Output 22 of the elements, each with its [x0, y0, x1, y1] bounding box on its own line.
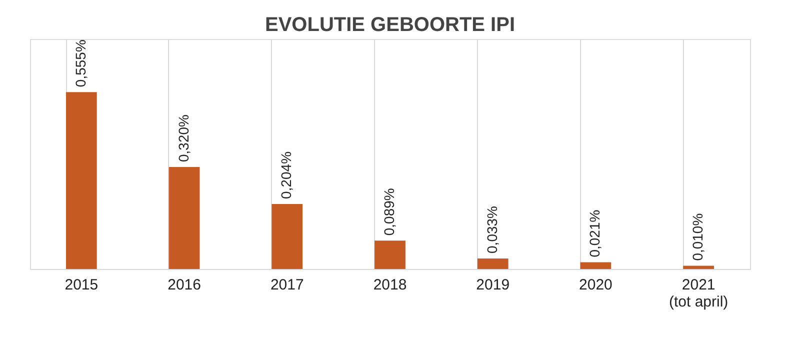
data-label: 0,204% — [278, 151, 294, 199]
x-tick-label: 2021 (tot april) — [668, 276, 728, 310]
bar — [374, 240, 406, 269]
x-tick-label: 2016 — [168, 276, 201, 294]
bar — [477, 258, 508, 269]
x-tick-label: 2020 — [579, 276, 612, 294]
data-label: 0,021% — [586, 210, 603, 258]
x-tick-label: 2017 — [270, 276, 304, 294]
data-label: 0,010% — [690, 213, 706, 261]
bar — [683, 266, 714, 269]
chart-title: EVOLUTIE GEBOORTE IPI — [264, 14, 516, 36]
bar — [66, 92, 97, 269]
bar — [168, 166, 200, 269]
data-label: 0,033% — [484, 206, 500, 254]
data-label: 0,089% — [381, 188, 397, 236]
bar — [272, 204, 303, 269]
data-label: 0,320% — [175, 114, 192, 162]
x-tick-label: 2015 — [64, 276, 98, 294]
bar — [580, 262, 612, 269]
x-tick-label: 2018 — [373, 276, 407, 294]
x-tick-label: 2019 — [476, 276, 510, 294]
data-label: 0,555% — [72, 40, 88, 88]
